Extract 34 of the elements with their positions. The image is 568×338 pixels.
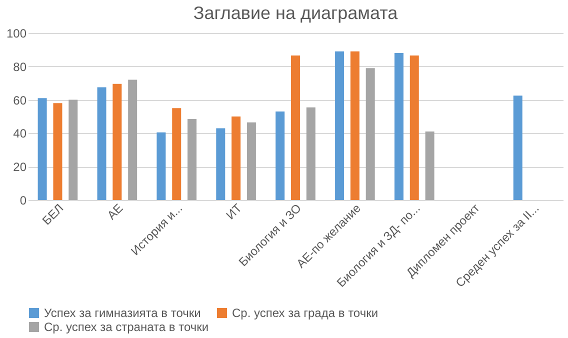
chart-title: Заглавие на диаграмата — [193, 3, 399, 23]
y-tick-label: 60 — [13, 93, 27, 108]
bar — [112, 84, 122, 200]
bar — [306, 107, 316, 200]
bar — [350, 51, 360, 200]
bar — [246, 122, 256, 200]
bar — [232, 116, 241, 200]
bar — [53, 103, 62, 200]
bar — [394, 53, 404, 200]
y-tick-label: 20 — [13, 160, 27, 174]
legend-label: Ср. успех за страната в точки — [44, 320, 209, 334]
bar — [276, 111, 285, 200]
bar — [366, 68, 375, 200]
bar — [97, 87, 106, 200]
bar — [425, 132, 434, 200]
bar — [128, 80, 138, 200]
x-tick-label: ИТ — [223, 200, 246, 222]
bar — [68, 100, 78, 200]
bar — [216, 128, 226, 200]
bar — [513, 96, 522, 200]
y-tick-label: 0 — [20, 194, 27, 208]
bar — [188, 119, 197, 200]
legend-label: Успех за гимназията в точки — [44, 306, 201, 320]
bar — [172, 108, 182, 200]
bar — [291, 56, 300, 200]
y-tick-label: 80 — [13, 60, 27, 74]
y-tick-label: 100 — [6, 26, 27, 40]
bar — [38, 98, 47, 200]
y-tick-label: 40 — [13, 126, 27, 141]
bar — [335, 51, 344, 200]
bar — [156, 132, 166, 200]
x-tick-label: АЕ — [104, 201, 126, 222]
legend-label: Ср. успех за града в точки — [232, 306, 378, 320]
bar — [410, 56, 419, 200]
